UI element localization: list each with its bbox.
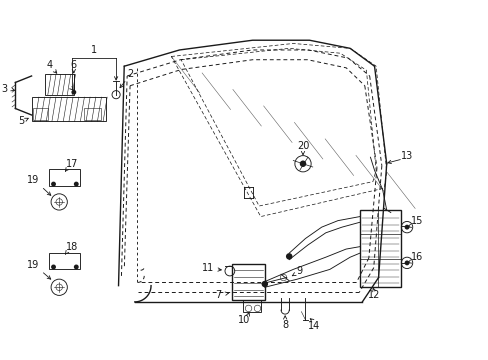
Circle shape [404, 260, 408, 265]
Text: 4: 4 [46, 60, 52, 69]
Circle shape [299, 161, 305, 167]
Circle shape [74, 265, 79, 269]
Text: 19: 19 [27, 260, 39, 270]
Text: 1: 1 [91, 45, 97, 55]
Circle shape [404, 225, 408, 230]
Text: 20: 20 [296, 141, 308, 151]
Circle shape [51, 182, 56, 186]
Text: 5: 5 [18, 117, 24, 126]
Circle shape [261, 281, 267, 287]
Text: 3: 3 [1, 84, 8, 94]
Text: 15: 15 [410, 216, 422, 226]
Text: 16: 16 [410, 252, 422, 262]
Text: 17: 17 [66, 159, 78, 169]
Circle shape [71, 90, 76, 95]
Circle shape [74, 182, 79, 186]
Text: 14: 14 [307, 321, 319, 331]
Text: 18: 18 [66, 242, 78, 252]
Text: 8: 8 [282, 320, 287, 330]
Text: 6: 6 [71, 60, 77, 69]
Text: 19: 19 [27, 175, 39, 185]
Text: 10: 10 [238, 315, 250, 325]
Circle shape [285, 253, 292, 260]
Text: 11: 11 [202, 263, 214, 273]
Text: 12: 12 [367, 291, 380, 300]
Text: 9: 9 [296, 266, 302, 276]
Text: 7: 7 [215, 291, 221, 300]
Text: 2: 2 [127, 69, 134, 79]
Circle shape [51, 265, 56, 269]
Text: 13: 13 [400, 150, 412, 161]
